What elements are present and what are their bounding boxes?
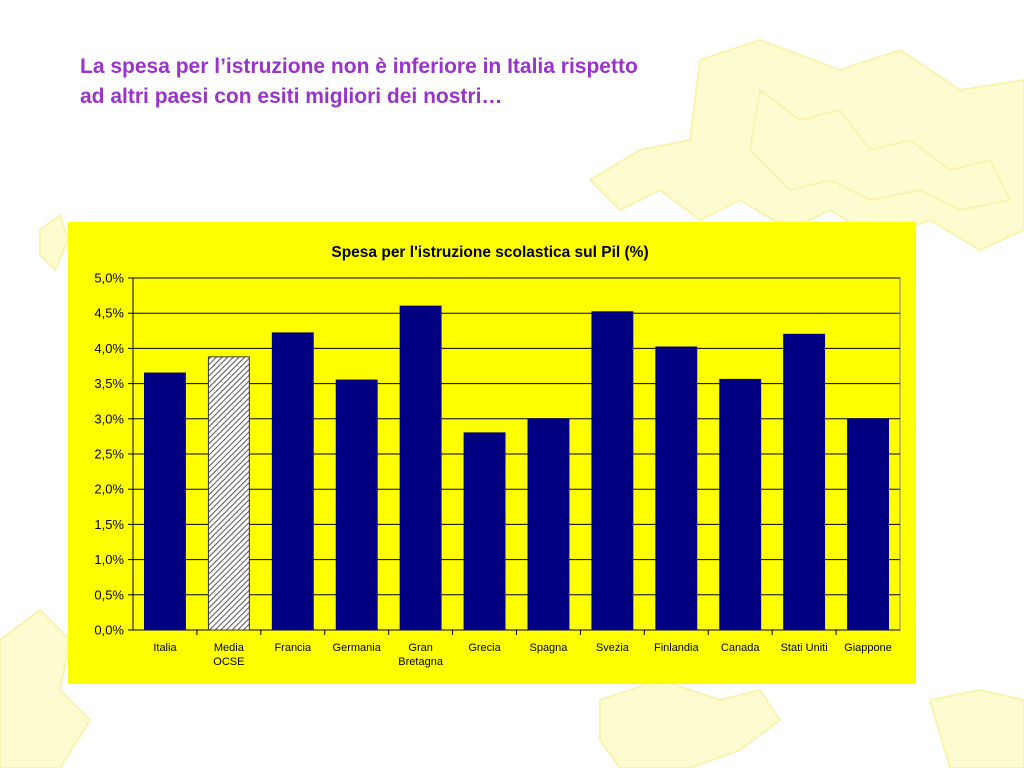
- x-tick-label: Canada: [721, 642, 760, 654]
- y-tick-label: 1,5%: [94, 517, 124, 532]
- y-tick-label: 0,0%: [94, 623, 124, 638]
- bar: [144, 372, 186, 631]
- bar: [591, 311, 634, 631]
- x-tick-label: Bretagna: [398, 656, 444, 668]
- chart-title: Spesa per l'istruzione scolastica sul Pi…: [331, 244, 648, 261]
- bar-chart: Spesa per l'istruzione scolastica sul Pi…: [94, 244, 901, 668]
- slide-title-line-1: La spesa per l’istruzione non è inferior…: [80, 55, 638, 78]
- y-tick-label: 3,0%: [94, 411, 124, 426]
- bar: [655, 346, 698, 631]
- bar: [399, 305, 442, 631]
- x-tick-label: Francia: [274, 642, 312, 654]
- x-tick-label: Germania: [333, 642, 382, 654]
- x-tick-label: Italia: [153, 642, 177, 654]
- bar: [207, 356, 250, 631]
- bar: [847, 418, 889, 631]
- x-tick-label: Gran: [408, 642, 432, 654]
- bar: [719, 378, 762, 631]
- x-tick-label: Grecia: [468, 642, 501, 654]
- x-tick-label: Giappone: [844, 642, 892, 654]
- slide-title-line-2: ad altri paesi con esiti migliori dei no…: [80, 85, 503, 108]
- y-tick-label: 3,5%: [94, 376, 124, 391]
- y-tick-label: 0,5%: [94, 587, 124, 602]
- y-tick-label: 1,0%: [94, 552, 124, 567]
- y-tick-label: 5,0%: [94, 271, 124, 286]
- bar: [783, 333, 826, 631]
- bar: [335, 379, 378, 631]
- x-tick-label: Spagna: [529, 642, 568, 654]
- x-tick-label: Stati Uniti: [781, 642, 828, 654]
- x-tick-label: Finlandia: [654, 642, 700, 654]
- x-tick-label: Svezia: [596, 642, 630, 654]
- bar: [271, 332, 314, 631]
- bar: [527, 418, 570, 631]
- y-tick-label: 2,0%: [94, 482, 124, 497]
- bar: [463, 432, 506, 631]
- slide-title: La spesa per l’istruzione non è inferior…: [80, 52, 800, 112]
- y-tick-label: 4,5%: [94, 306, 124, 321]
- x-tick-label: OCSE: [213, 656, 244, 668]
- chart-panel: Spesa per l'istruzione scolastica sul Pi…: [68, 222, 916, 684]
- y-tick-label: 2,5%: [94, 447, 124, 462]
- y-tick-label: 4,0%: [94, 341, 124, 356]
- x-tick-label: Media: [214, 642, 245, 654]
- plot-area: 0,0% 0,5% 1,0% 1,5% 2,0% 2,5% 3,0% 3,5% 4,0% 4,5%…: [94, 271, 901, 668]
